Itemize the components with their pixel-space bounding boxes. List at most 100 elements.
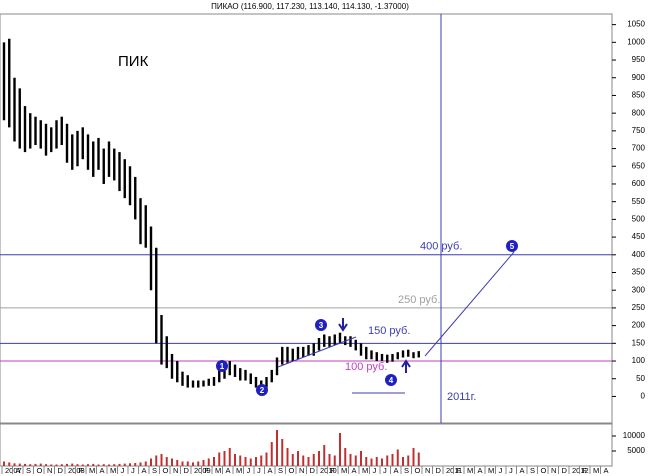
marker: 2 <box>256 384 268 396</box>
y-tick-label: 500 <box>632 214 646 223</box>
y-tick-label: 400 <box>632 250 646 259</box>
x-tick-label: N <box>47 466 52 475</box>
x-tick-label: M <box>110 466 116 475</box>
volume-bar <box>228 448 231 466</box>
volume-bar <box>402 457 404 466</box>
volume-bar <box>202 460 205 466</box>
volume-bar <box>134 463 137 466</box>
volume-bar <box>139 462 142 466</box>
up-arrow <box>401 359 411 373</box>
volume-bar <box>181 461 184 466</box>
x-tick-label: F <box>205 466 210 475</box>
volume-bar <box>407 455 410 466</box>
volume-bar <box>354 455 357 466</box>
volume-bar <box>307 457 310 466</box>
volume-bar <box>24 463 26 466</box>
volume-bar <box>281 439 284 466</box>
volume-bar <box>370 458 373 466</box>
x-tick-label: S <box>530 466 535 475</box>
x-tick-label: O <box>163 466 169 475</box>
x-tick-label: F <box>331 466 336 475</box>
x-tick-label: A <box>268 466 273 475</box>
x-tick-label: 2007 <box>5 466 22 475</box>
ticker-label: ПИК <box>118 53 149 70</box>
x-tick-label: A <box>604 466 609 475</box>
y-tick-label: 1050 <box>627 20 645 29</box>
x-tick-label: A <box>352 466 357 475</box>
volume-bar <box>66 463 68 466</box>
volume-bar <box>286 448 289 466</box>
volume-bar <box>102 464 105 466</box>
volume-bar <box>108 464 110 466</box>
volume-bar <box>150 458 152 466</box>
x-tick-label: S <box>152 466 157 475</box>
x-tick-label: F <box>457 466 462 475</box>
volume-bar <box>97 464 100 466</box>
y-tick-label: 450 <box>632 232 646 241</box>
volume-bar <box>123 463 126 466</box>
x-tick-label: N <box>173 466 178 475</box>
y-tick-label: 650 <box>632 161 646 170</box>
volume-bar <box>55 464 58 466</box>
x-tick-label: J <box>499 466 503 475</box>
x-tick-label: A <box>100 466 105 475</box>
x-tick-label: F <box>583 466 588 475</box>
volume-bar <box>234 454 236 466</box>
volume-bar <box>71 463 74 466</box>
volume-bar <box>265 452 268 466</box>
volume-bar <box>81 464 84 466</box>
y-tick-label: 0 <box>641 392 646 401</box>
level-label: 150 руб. <box>368 325 410 337</box>
price-panel <box>0 13 613 424</box>
x-tick-label: J <box>383 466 387 475</box>
volume-bar <box>113 464 116 466</box>
forecast-line <box>424 251 515 357</box>
volume-bar <box>312 454 315 466</box>
x-tick-label: D <box>436 466 442 475</box>
volume-bar <box>323 445 326 466</box>
volume-bar <box>144 461 147 466</box>
marker-label: 2 <box>260 386 265 395</box>
volume-bar <box>18 463 21 466</box>
x-tick-label: S <box>26 466 31 475</box>
volume-bar <box>34 463 37 466</box>
volume-bar <box>118 463 121 466</box>
x-tick-label: M <box>236 466 242 475</box>
x-tick-label: A <box>16 466 21 475</box>
volume-bar <box>349 454 352 466</box>
volume-bar <box>260 455 263 466</box>
volume-bar <box>360 451 362 466</box>
volume-bar <box>165 457 168 466</box>
x-tick-label: 2012 <box>572 466 589 475</box>
x-tick-label: M <box>341 466 347 475</box>
volume-tick-label: 10000 <box>623 431 646 440</box>
volume-bar <box>160 454 163 466</box>
volume-bar <box>207 458 210 466</box>
y-tick-label: 750 <box>632 126 646 135</box>
y-tick-label: 700 <box>632 144 646 153</box>
marker-label: 3 <box>319 321 324 330</box>
y-tick-label: 50 <box>636 374 645 383</box>
x-tick-label: 2010 <box>320 466 337 475</box>
x-tick-label: J <box>509 466 513 475</box>
trend-line <box>277 336 357 368</box>
volume-bar <box>76 464 79 466</box>
x-tick-label: M <box>488 466 494 475</box>
volume-bar <box>129 463 131 466</box>
x-tick-label: O <box>37 466 43 475</box>
marker: 3 <box>315 319 327 331</box>
x-tick-label: S <box>404 466 409 475</box>
x-tick-label: O <box>415 466 421 475</box>
level-label: 100 руб. <box>345 361 387 373</box>
volume-bar <box>155 455 158 466</box>
y-tick-label: 600 <box>632 179 646 188</box>
x-tick-label: N <box>551 466 556 475</box>
marker-label: 4 <box>389 376 394 385</box>
volume-panel <box>0 423 613 467</box>
volume-bar <box>92 463 95 466</box>
y-tick-label: 350 <box>632 268 646 277</box>
marker: 4 <box>385 374 397 386</box>
x-tick-label: M <box>215 466 221 475</box>
y-tick-label: 200 <box>632 321 646 330</box>
